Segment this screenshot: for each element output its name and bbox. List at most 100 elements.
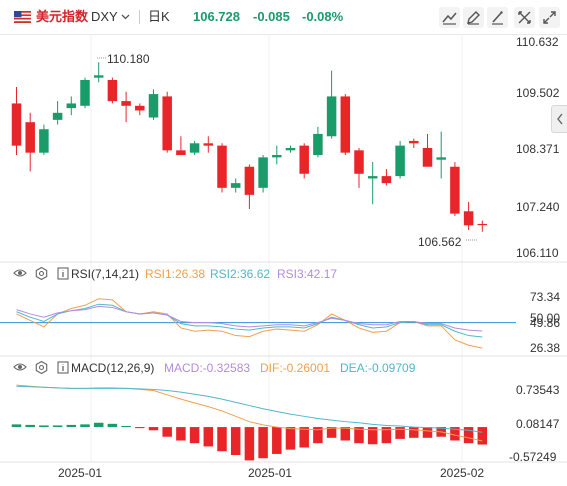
candle-body xyxy=(39,129,49,153)
candle-body xyxy=(285,147,296,151)
candle-body xyxy=(148,94,159,118)
price-tick-label: 109.502 xyxy=(516,86,560,100)
instrument-name: 美元指数 xyxy=(36,9,89,24)
macd-histogram-bar xyxy=(176,427,186,441)
macd-histogram-bar xyxy=(450,427,460,441)
macd-histogram-bar xyxy=(135,427,145,429)
header-bar: 美元指数 DXY 日K 106.728 -0.085 -0.08% xyxy=(0,0,567,35)
settings-gear-icon[interactable] xyxy=(35,361,48,374)
rsi-series-line xyxy=(16,298,483,349)
candle-body xyxy=(66,103,77,109)
candle-body xyxy=(52,112,63,120)
price-tick-label: 110.632 xyxy=(516,35,559,49)
macd-tick-label: -0.57249 xyxy=(509,450,557,464)
macd-histogram-bar xyxy=(395,427,405,439)
fullscreen-button[interactable] xyxy=(514,7,535,28)
visibility-eye-icon[interactable] xyxy=(13,268,27,278)
candle-body xyxy=(93,75,104,78)
candle-body xyxy=(409,140,419,144)
candle-body xyxy=(11,103,22,146)
rsi-tick-label: 26.38 xyxy=(530,341,560,355)
settings-gear-icon[interactable] xyxy=(35,267,48,280)
rsi-tick-label: 73.34 xyxy=(530,290,560,304)
macd-title: MACD(12,26,9) xyxy=(71,361,155,375)
candle-body xyxy=(354,150,364,174)
macd-histogram-bar xyxy=(121,425,131,428)
candle-body xyxy=(477,223,488,226)
macd-histogram-bar xyxy=(367,427,378,445)
chevron-down-icon[interactable] xyxy=(121,14,130,20)
candle-body xyxy=(203,143,214,146)
macd-histogram-bar xyxy=(80,424,90,428)
dif-value: DIF:-0.26001 xyxy=(260,361,331,375)
candle-body xyxy=(381,176,392,184)
price-change: -0.085 xyxy=(253,9,290,24)
price-change-pct: -0.08% xyxy=(302,9,344,24)
pencil-icon xyxy=(467,11,480,25)
high-price-marker: 110.180 xyxy=(107,52,150,66)
candle-body xyxy=(422,147,433,167)
macd-histogram-bar xyxy=(162,427,172,437)
macd-histogram-bar xyxy=(244,427,255,461)
rsi-series-line xyxy=(16,305,483,332)
macd-histogram-bar xyxy=(189,427,200,444)
candle-body xyxy=(299,145,309,174)
macd-histogram-bar xyxy=(326,427,337,438)
price-tick-label: 107.240 xyxy=(516,200,560,214)
candle-body xyxy=(217,145,227,188)
dea-line xyxy=(16,385,483,433)
low-price-marker: 106.562 xyxy=(418,235,462,249)
macd-histogram-bar xyxy=(381,427,392,444)
rsi2-value: RSI2:36.62 xyxy=(210,267,271,281)
last-price: 106.728 xyxy=(193,9,240,24)
expand-button[interactable] xyxy=(539,7,560,28)
macd-histogram-bar xyxy=(258,427,268,459)
macd-histogram-bar xyxy=(25,424,35,428)
macd-histogram-bar xyxy=(11,424,22,428)
macd-histogram-bar xyxy=(230,427,241,456)
info-icon[interactable] xyxy=(57,361,69,374)
candle-body xyxy=(189,143,200,153)
macd-histogram-bar xyxy=(299,427,309,448)
rsi-tick-label: 49.86 xyxy=(530,316,560,330)
chevron-left-icon xyxy=(557,113,563,125)
macd-histogram-bar xyxy=(340,427,351,441)
side-panel-toggle[interactable] xyxy=(551,105,567,133)
macd-histogram-bar xyxy=(272,427,282,454)
macd-layer xyxy=(11,384,488,461)
indicator-tool-button[interactable] xyxy=(439,7,460,28)
candle-body xyxy=(80,80,90,106)
macd-histogram-bar xyxy=(39,425,49,428)
candle-body xyxy=(272,155,282,158)
price-tick-label: 106.110 xyxy=(516,246,559,260)
dea-value: DEA:-0.09709 xyxy=(340,361,416,375)
period-selector[interactable]: 日K xyxy=(148,9,170,24)
candle-body xyxy=(436,157,446,160)
macd-histogram-bar xyxy=(148,427,159,431)
date-tick-label: 2025-02 xyxy=(440,466,484,480)
expand-icon xyxy=(543,11,556,24)
rsi1-value: RSI1:26.38 xyxy=(145,267,206,281)
price-tick-label: 108.371 xyxy=(516,142,560,156)
symbol-selector[interactable]: DXY xyxy=(91,9,118,24)
candle-body xyxy=(121,101,131,106)
compare-tool-button[interactable] xyxy=(487,7,508,28)
candle-body xyxy=(340,96,351,153)
macd-histogram-bar xyxy=(107,423,118,428)
rsi-series-line xyxy=(16,303,483,338)
macd-histogram-bar xyxy=(52,425,63,428)
candle-body xyxy=(107,80,118,102)
candle-body xyxy=(326,96,337,137)
macd-histogram-bar xyxy=(463,427,474,444)
macd-tick-label: 0.08147 xyxy=(516,417,560,431)
macd-value: MACD:-0.32583 xyxy=(164,361,251,375)
rsi-tick-label: 50.00 xyxy=(530,311,560,325)
visibility-eye-icon[interactable] xyxy=(13,362,27,372)
info-icon[interactable] xyxy=(57,267,69,280)
candle-body xyxy=(244,166,255,195)
edit-icon xyxy=(492,11,503,25)
date-tick-label: 2025-01 xyxy=(58,466,102,480)
candles-layer xyxy=(11,62,488,232)
candle-body xyxy=(367,176,378,179)
draw-tool-button[interactable] xyxy=(463,7,484,28)
